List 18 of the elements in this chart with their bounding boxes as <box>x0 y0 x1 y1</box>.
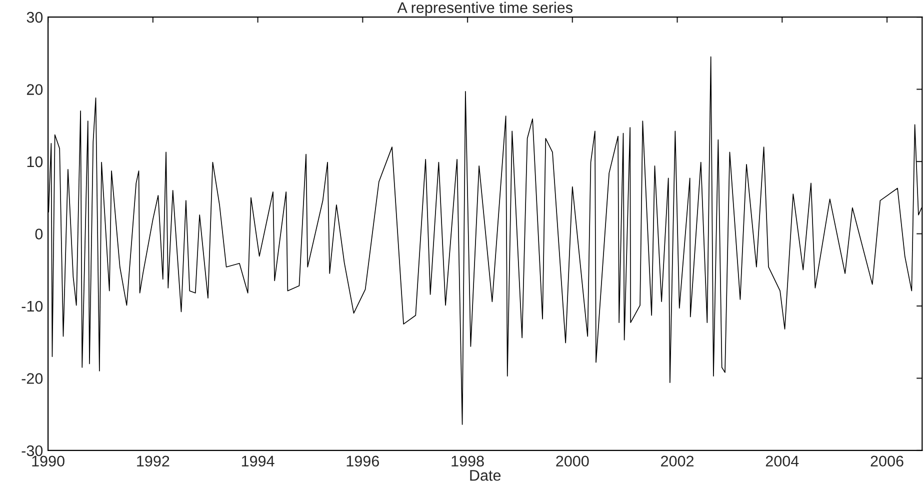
x-tick-label: 1998 <box>452 456 484 467</box>
x-tick-label: 1992 <box>137 456 170 467</box>
y-tick-label: -20 <box>22 373 43 384</box>
x-tick-label: 2000 <box>556 456 589 467</box>
y-tick-label: 10 <box>27 156 43 168</box>
x-tick-label: 1994 <box>242 456 274 467</box>
y-tick-label: 30 <box>26 12 43 23</box>
x-axis-title: Date <box>470 470 501 481</box>
chart-title: A representive time series <box>397 2 572 16</box>
x-tick-label: 2006 <box>870 456 904 467</box>
y-tick-label: 0 <box>35 228 43 240</box>
x-tick-label: 2004 <box>766 456 799 467</box>
y-tick-label: -10 <box>22 300 43 312</box>
y-tick-label: -30 <box>22 445 43 456</box>
y-tick-label: 20 <box>26 84 43 95</box>
x-tick-label: 1996 <box>346 456 379 467</box>
x-tick-label: 2002 <box>661 456 694 467</box>
x-tick-label: 1990 <box>32 456 64 467</box>
